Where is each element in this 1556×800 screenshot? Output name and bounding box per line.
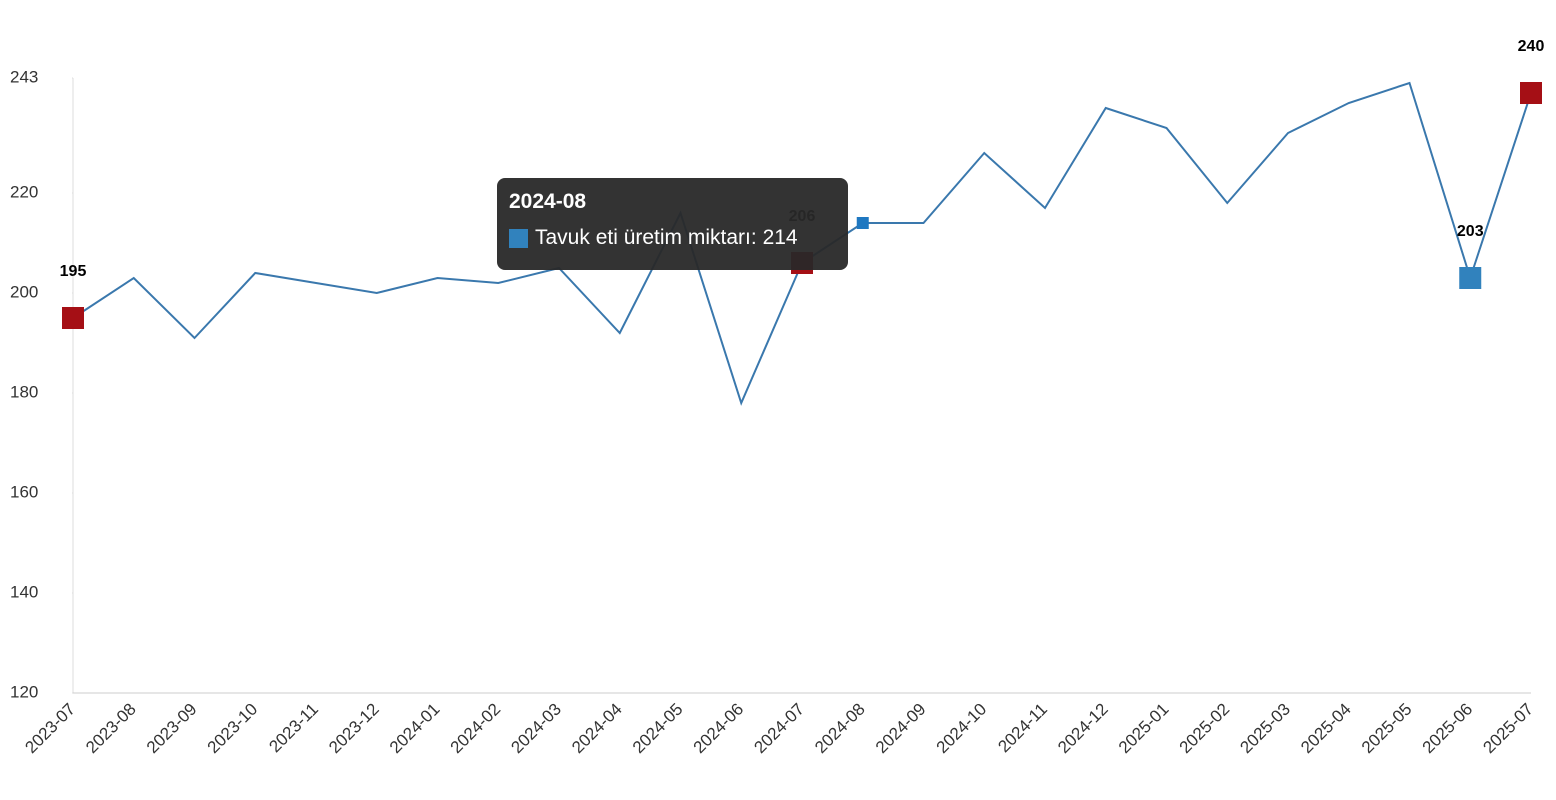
x-tick-label: 2025-05 (1358, 700, 1416, 758)
y-tick-label: 180 (10, 382, 38, 401)
x-tick-label: 2025-03 (1236, 700, 1294, 758)
data-label: 240 (1518, 38, 1545, 55)
x-tick-label: 2023-08 (82, 700, 140, 758)
tooltip-series: Tavuk eti üretim miktarı (535, 226, 763, 250)
hover-marker (856, 217, 869, 229)
data-label: 203 (1457, 223, 1484, 240)
tooltip-row: Tavuk eti üretim miktarı 214 (509, 226, 836, 250)
x-tick-label: 2023-09 (143, 700, 201, 758)
x-tick-label: 2024-11 (994, 700, 1051, 757)
y-tick-label: 120 (10, 682, 38, 701)
x-tick-label: 2024-04 (568, 700, 626, 758)
x-tick-label: 2024-12 (1054, 700, 1112, 758)
marker (1520, 82, 1542, 104)
x-tick-label: 2024-06 (690, 700, 748, 758)
x-tick-label: 2024-05 (629, 700, 687, 758)
marker (62, 307, 84, 329)
x-tick-label: 2024-02 (447, 700, 505, 758)
x-tick-label: 2024-08 (811, 700, 869, 758)
x-tick-label: 2025-06 (1419, 700, 1477, 758)
x-tick-label: 2023-07 (21, 700, 79, 758)
marker (1459, 267, 1482, 289)
y-tick-label: 140 (10, 582, 38, 601)
x-tick-label: 2024-07 (750, 700, 808, 758)
y-tick-label: 243 (10, 67, 38, 86)
y-tick-label: 200 (10, 282, 38, 301)
x-tick-label: 2025-04 (1297, 700, 1355, 758)
x-tick-label: 2024-03 (507, 700, 565, 758)
x-tick-label: 2025-07 (1479, 700, 1537, 758)
x-tick-label: 2023-12 (325, 700, 383, 758)
x-tick-label: 2025-01 (1115, 700, 1173, 758)
tooltip-swatch (509, 228, 528, 248)
tooltip: 2024-08 Tavuk eti üretim miktarı 214 (497, 178, 848, 270)
x-tick-label: 2023-11 (265, 700, 322, 757)
x-tick-label: 2024-10 (933, 700, 991, 758)
tooltip-value: 214 (762, 226, 798, 249)
y-tick-label: 160 (10, 482, 38, 501)
x-tick-label: 2025-02 (1176, 700, 1234, 758)
x-tick-label: 2023-10 (204, 700, 262, 758)
data-label: 195 (60, 263, 87, 280)
x-tick-label: 2024-09 (872, 700, 930, 758)
x-tick-label: 2024-01 (386, 700, 444, 758)
y-tick-label: 220 (10, 182, 38, 201)
tooltip-title: 2024-08 (509, 190, 587, 213)
